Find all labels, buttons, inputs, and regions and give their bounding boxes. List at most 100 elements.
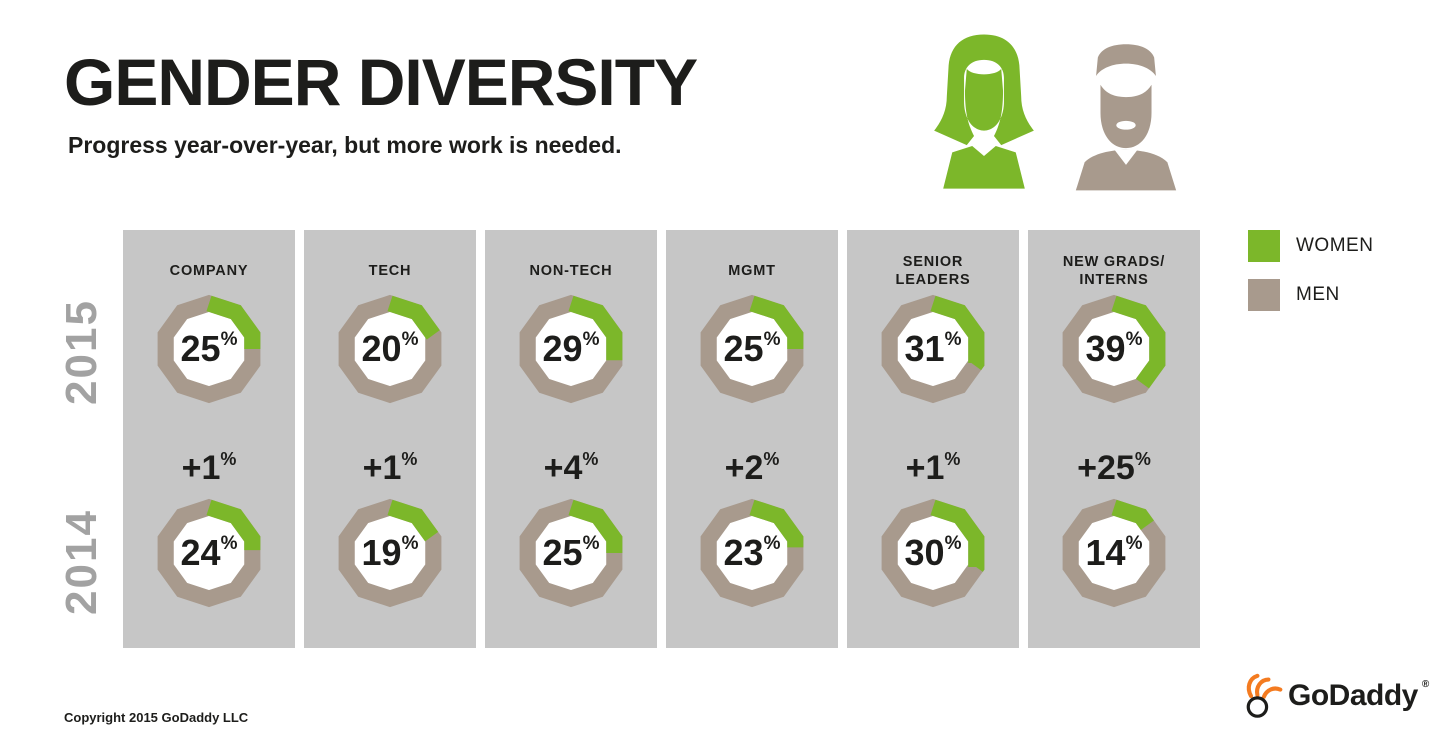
legend-item-women: WOMEN (1248, 230, 1373, 262)
delta-number: +1 (362, 448, 402, 487)
year-label-2015: 2015 (57, 299, 106, 405)
donut-value-number: 31 (904, 328, 945, 369)
legend-swatch (1248, 230, 1280, 262)
donut-value-unit: % (401, 329, 419, 350)
donut-value-unit: % (1125, 533, 1143, 554)
donut-value-unit: % (944, 329, 962, 350)
donut-value-unit: % (944, 533, 962, 554)
donut-value: 19% (333, 496, 447, 610)
donut-2014: 23% (695, 496, 809, 610)
donut-ring (519, 294, 623, 404)
donut-value-number: 25 (542, 532, 583, 573)
donut-value: 25% (514, 496, 628, 610)
donut-value: 14% (1057, 496, 1171, 610)
donut-ring (881, 294, 985, 404)
donut-ring (338, 498, 442, 608)
donut-ring (157, 498, 261, 608)
category-label: SENIOR LEADERS (895, 253, 971, 288)
donut-2014: 24% (152, 496, 266, 610)
man-icon (1075, 44, 1177, 191)
people-icons (916, 22, 1192, 202)
donut-value-number: 24 (180, 532, 221, 573)
donut-value-number: 14 (1085, 532, 1126, 573)
donut-value: 23% (695, 496, 809, 610)
donut-ring (338, 294, 442, 404)
chart-column-6: NEW GRADS/ INTERNS 39% +25% 14% (1028, 230, 1200, 648)
delta-value: +1% (906, 440, 961, 496)
donut-value-number: 25 (180, 328, 221, 369)
donut-2014: 14% (1057, 496, 1171, 610)
donut-value: 20% (333, 292, 447, 406)
donut-2014: 25% (514, 496, 628, 610)
godaddy-mark-icon (1246, 673, 1283, 718)
donut-value: 29% (514, 292, 628, 406)
donut-value-unit: % (763, 533, 781, 554)
godaddy-logo-text: GoDaddy (1288, 679, 1418, 712)
donut-2015: 31% (876, 292, 990, 406)
donut-value: 25% (152, 292, 266, 406)
legend-swatch (1248, 279, 1280, 311)
year-label-2014: 2014 (57, 509, 106, 615)
donut-ring (881, 498, 985, 608)
delta-value: +1% (363, 440, 418, 496)
donut-ring (519, 498, 623, 608)
donut-value-unit: % (401, 533, 419, 554)
donut-2015: 20% (333, 292, 447, 406)
donut-value-number: 20 (361, 328, 402, 369)
chart-column-5: SENIOR LEADERS 31% +1% 30% (847, 230, 1019, 648)
legend-label: MEN (1296, 284, 1340, 305)
godaddy-logo: GoDaddy ® (1240, 672, 1429, 720)
donut-value-unit: % (582, 329, 600, 350)
delta-unit: % (1134, 448, 1151, 469)
donut-value-number: 19 (361, 532, 402, 573)
donut-value: 24% (152, 496, 266, 610)
donut-2015: 29% (514, 292, 628, 406)
chart-column-4: MGMT 25% +2% 23% (666, 230, 838, 648)
donut-value: 31% (876, 292, 990, 406)
chart-column-3: NON-TECH 29% +4% 25% (485, 230, 657, 648)
delta-value: +4% (544, 440, 599, 496)
category-label: NEW GRADS/ INTERNS (1062, 253, 1166, 288)
delta-number: +25 (1077, 448, 1135, 487)
copyright: Copyright 2015 GoDaddy LLC (64, 710, 249, 725)
donut-2015: 25% (695, 292, 809, 406)
legend-label: WOMEN (1296, 235, 1374, 256)
donut-value-unit: % (1125, 329, 1143, 350)
delta-number: +1 (905, 448, 945, 487)
delta-value: +25% (1077, 440, 1151, 496)
chart-column-1: COMPANY 25% +1% 24% (123, 230, 295, 648)
donut-2015: 39% (1057, 292, 1171, 406)
donut-value-number: 39 (1085, 328, 1126, 369)
woman-icon (934, 34, 1034, 189)
page-subtitle: Progress year-over-year, but more work i… (68, 132, 622, 158)
category-label: MGMT (728, 262, 776, 279)
donut-value-number: 29 (542, 328, 583, 369)
category-label: TECH (368, 262, 412, 279)
donut-ring (157, 294, 261, 404)
donut-ring (700, 498, 804, 608)
delta-value: +2% (725, 440, 780, 496)
chart-column-2: TECH 20% +1% 19% (304, 230, 476, 648)
category-label: NON-TECH (529, 262, 613, 279)
donut-value: 30% (876, 496, 990, 610)
delta-number: +4 (543, 448, 583, 487)
donut-ring (1062, 294, 1166, 404)
donut-value-number: 30 (904, 532, 945, 573)
delta-number: +1 (181, 448, 221, 487)
delta-unit: % (220, 448, 237, 469)
delta-number: +2 (724, 448, 764, 487)
donut-value-unit: % (763, 329, 781, 350)
delta-unit: % (944, 448, 961, 469)
category-label: COMPANY (169, 262, 249, 279)
donut-2014: 30% (876, 496, 990, 610)
legend: WOMEN MEN (1248, 230, 1373, 311)
delta-value: +1% (182, 440, 237, 496)
donut-2015: 25% (152, 292, 266, 406)
delta-unit: % (763, 448, 780, 469)
registered-mark: ® (1421, 678, 1430, 690)
donut-ring (1062, 498, 1166, 608)
donut-2014: 19% (333, 496, 447, 610)
donut-ring (700, 294, 804, 404)
chart-grid: COMPANY 25% +1% 24% TECH 20% +1% 19% NON-TECH 29%… (123, 230, 1200, 648)
